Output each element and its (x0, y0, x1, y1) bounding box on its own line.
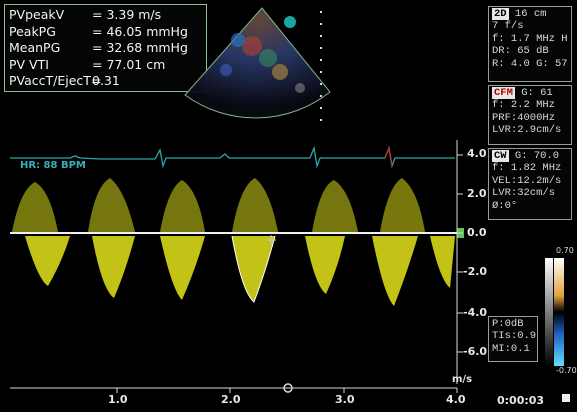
color-scale-min: -0.70 (556, 366, 577, 375)
heart-rate-label: HR: 88 BPM (20, 160, 86, 171)
panel-cw: CW G: 70.0 f: 1.82 MHz VEL:12.2m/s LVR:3… (488, 148, 572, 220)
time-label: 2.0 (221, 393, 241, 406)
measurement-row: PV VTI = 77.01 cm (9, 56, 166, 72)
cursor-cross (266, 235, 276, 245)
freeze-indicator (562, 394, 570, 402)
color-scale-bar (554, 258, 564, 366)
scale-label: -4.0 (463, 306, 488, 319)
mode-cfm-badge: CFM (492, 87, 515, 99)
panel-2d: 2D 16 cm 7 f/s f: 1.7 MHz H DR: 65 dB R:… (488, 6, 572, 82)
panel-power: P:0dB TIs:0.9 MI:0.1 (488, 316, 538, 362)
doppler-spectrum-positive (12, 178, 425, 232)
color-scale-max: 0.70 (556, 246, 574, 255)
scale-label: 2.0 (467, 187, 487, 200)
gray-scale-bar (545, 258, 553, 366)
measurement-row: PeakPG = 46.05 mmHg (9, 23, 188, 39)
velocity-axis (456, 140, 463, 384)
timer: 0:00:03 (497, 394, 545, 407)
time-label: 3.0 (335, 393, 355, 406)
velocity-unit: m/s (452, 374, 473, 385)
scale-label: 4.0 (467, 147, 487, 160)
vti-trace (231, 235, 276, 303)
panel-cfm: CFM G: 61 f: 2.2 MHz PRF:4000Hz LVR:2.9c… (488, 85, 572, 145)
time-cursor-icon[interactable] (283, 383, 293, 393)
scale-label: -2.0 (463, 265, 488, 278)
time-label: 1.0 (108, 393, 128, 406)
scale-label: -6.0 (463, 345, 488, 358)
scale-label: 0.0 (467, 226, 487, 239)
color-doppler-sector (184, 7, 331, 119)
depth-ticks (320, 11, 322, 121)
time-axis (10, 387, 458, 393)
time-label: 4.0 (446, 393, 466, 406)
mode-2d-badge: 2D (492, 8, 509, 20)
measurement-row: PVaccT/EjecT= 0.31 (9, 73, 120, 88)
measurement-row: MeanPG = 32.68 mmHg (9, 40, 188, 55)
probe-marker (284, 16, 296, 28)
measurement-row: PVpeakV = 3.39 m/s (9, 7, 162, 22)
mode-cw-badge: CW (492, 150, 509, 162)
doppler-spectrum-negative (25, 236, 455, 306)
measurement-panel: PVpeakV = 3.39 m/s PeakPG = 46.05 mmHg Mea… (4, 4, 207, 92)
